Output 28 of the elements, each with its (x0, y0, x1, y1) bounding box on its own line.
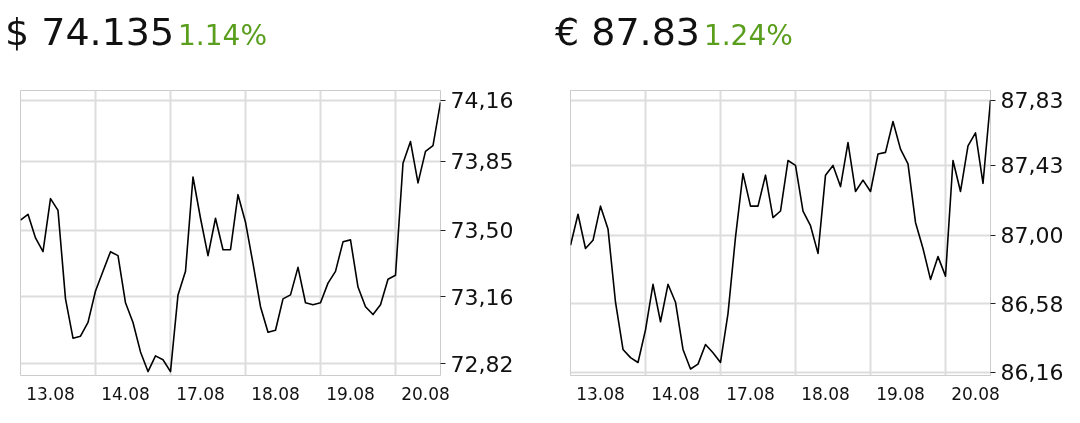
line-series (20, 101, 441, 373)
y-tick-label: 86,16 (1000, 360, 1064, 386)
y-tick-label: 86,58 (1000, 291, 1064, 317)
x-tick-label: 18.08 (801, 383, 850, 404)
y-tick-label: 87,83 (1000, 88, 1064, 114)
x-tick-label: 17.08 (726, 383, 775, 404)
x-tick-label: 13.08 (576, 383, 625, 404)
y-tick-label: 72,82 (450, 351, 514, 377)
chart-title: € 87.83 (555, 10, 701, 54)
chart-subtitle: 1.24% (703, 19, 793, 52)
chart-subtitle: 1.14% (178, 19, 267, 52)
y-tick-label: 74,16 (450, 88, 514, 114)
x-tick-label: 14.08 (101, 383, 150, 404)
chart-title: $ 74.135 (5, 10, 175, 54)
x-tick-label: 14.08 (651, 383, 700, 404)
x-tick-label: 19.08 (326, 383, 375, 404)
x-tick-label: 13.08 (26, 383, 75, 404)
x-tick-label: 17.08 (176, 383, 225, 404)
x-tick-label: 20.08 (401, 383, 450, 404)
x-tick-label: 19.08 (876, 383, 925, 404)
line-series (570, 99, 991, 370)
y-tick-label: 87,00 (1000, 223, 1064, 249)
y-tick-label: 73,50 (450, 218, 514, 244)
x-tick-label: 20.08 (951, 383, 1000, 404)
x-tick-label: 18.08 (251, 383, 300, 404)
y-tick-label: 73,16 (450, 284, 514, 310)
y-tick-label: 87,43 (1000, 153, 1064, 179)
y-tick-label: 73,85 (450, 149, 514, 175)
